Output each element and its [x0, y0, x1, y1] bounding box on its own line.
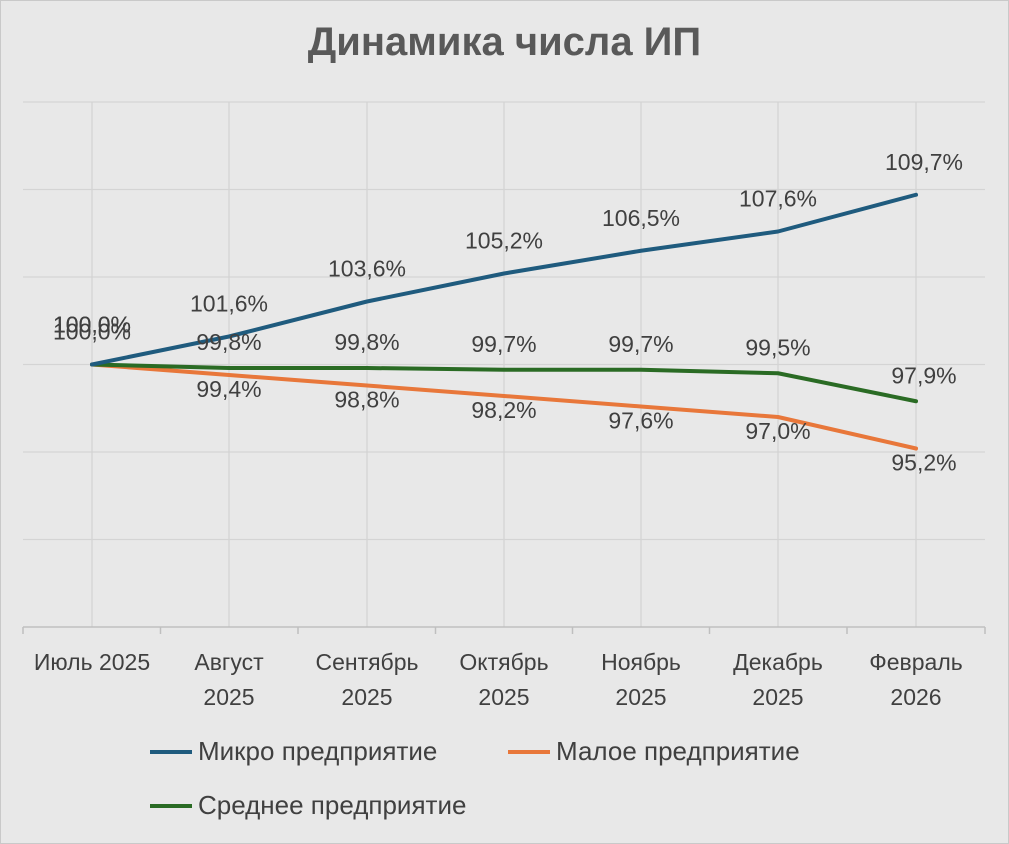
legend-swatch-micro — [150, 749, 192, 754]
data-label-medium: 99,5% — [745, 334, 810, 360]
data-label-small: 100,0% — [53, 312, 131, 338]
data-label-medium: 99,8% — [334, 329, 399, 355]
data-label-micro: 106,5% — [602, 205, 680, 231]
legend-label-medium: Среднее предприятие — [198, 790, 467, 820]
legend-label-small: Малое предприятие — [556, 736, 800, 766]
legend-label-micro: Микро предприятие — [198, 736, 438, 766]
x-tick-label: Июль 2025 — [34, 649, 150, 675]
data-label-small: 99,4% — [196, 376, 261, 402]
x-tick-label: 2025 — [615, 684, 666, 710]
x-tick-label: Сентябрь — [315, 649, 418, 675]
series-line-small — [90, 362, 918, 451]
data-label-small: 98,8% — [334, 387, 399, 413]
data-label-small: 97,0% — [745, 418, 810, 444]
data-label-micro: 101,6% — [190, 291, 268, 317]
data-label-medium: 99,8% — [196, 329, 261, 355]
x-tick-label: 2025 — [203, 684, 254, 710]
legend-item-medium: Среднее предприятие — [150, 790, 466, 821]
x-tick-label: Декабрь — [733, 649, 823, 675]
data-label-micro: 107,6% — [739, 186, 817, 212]
data-label-medium: 100,0% — [53, 312, 131, 338]
x-tick-label: Август — [194, 649, 264, 675]
data-label-small: 97,6% — [608, 408, 673, 434]
x-tick-label: 2025 — [341, 684, 392, 710]
data-label-small: 98,2% — [471, 397, 536, 423]
x-tick-label: Февраль — [869, 649, 962, 675]
data-label-medium: 99,7% — [608, 331, 673, 357]
data-label-micro: 105,2% — [465, 228, 543, 254]
chart-title: Динамика числа ИП — [307, 20, 702, 64]
legend-item-small: Малое предприятие — [508, 736, 800, 767]
x-tick-label: 2026 — [890, 684, 941, 710]
data-label-medium: 97,9% — [891, 362, 956, 388]
data-label-micro: 109,7% — [885, 149, 963, 175]
data-label-medium: 99,7% — [471, 331, 536, 357]
data-label-micro: 103,6% — [328, 256, 406, 282]
legend-swatch-medium — [150, 803, 192, 808]
data-label-micro: 100,0% — [53, 319, 131, 345]
legend-swatch-small — [508, 749, 550, 754]
x-tick-label: Октябрь — [459, 649, 548, 675]
x-tick-label: 2025 — [478, 684, 529, 710]
series-line-micro — [90, 192, 918, 367]
x-tick-label: 2025 — [752, 684, 803, 710]
series-line-medium — [90, 362, 918, 404]
legend-item-micro: Микро предприятие — [150, 736, 437, 767]
x-tick-label: Ноябрь — [601, 649, 681, 675]
data-label-small: 95,2% — [891, 450, 956, 476]
